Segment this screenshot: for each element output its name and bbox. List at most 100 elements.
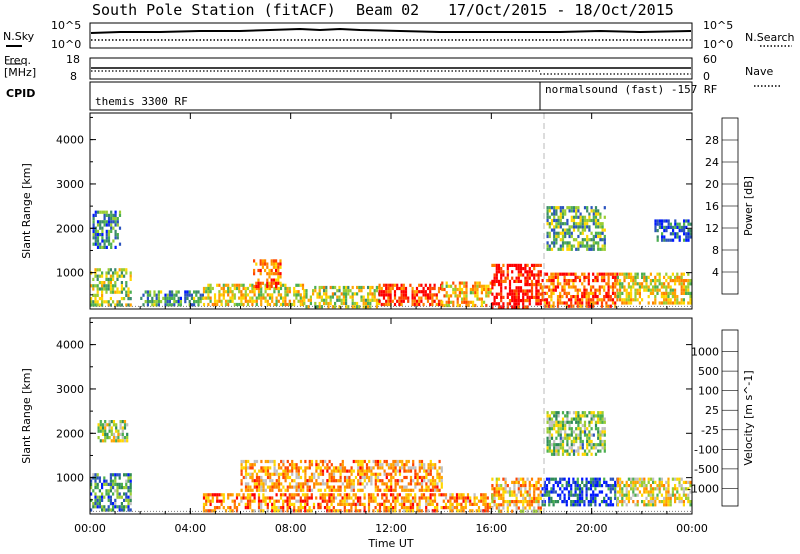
colorbar-label: Velocity [m s^-1] <box>742 370 755 465</box>
data-cell <box>656 285 659 289</box>
data-cell <box>361 475 364 480</box>
data-cell <box>680 298 683 302</box>
data-cell <box>345 509 349 513</box>
data-cell <box>682 490 685 494</box>
data-cell <box>563 288 566 292</box>
data-cell <box>363 472 366 476</box>
data-cell <box>270 262 273 266</box>
data-cell <box>349 295 352 299</box>
data-cell <box>123 473 126 477</box>
data-cell <box>96 287 99 291</box>
data-cell <box>603 238 606 242</box>
data-cell <box>627 285 630 289</box>
data-cell <box>559 247 562 251</box>
data-cell <box>249 475 252 480</box>
data-cell <box>577 244 580 248</box>
data-cell <box>385 488 388 492</box>
data-cell <box>572 500 575 504</box>
data-cell <box>649 279 652 283</box>
data-cell <box>579 218 582 223</box>
data-cell <box>572 436 576 440</box>
data-cell <box>667 301 670 305</box>
data-cell <box>94 268 97 272</box>
data-cell <box>396 459 399 464</box>
data-cell <box>528 506 531 510</box>
data-cell <box>403 509 406 513</box>
data-cell <box>543 272 546 276</box>
data-cell <box>559 446 562 450</box>
data-cell <box>370 499 373 503</box>
data-cell <box>229 296 232 300</box>
data-cell <box>356 301 359 306</box>
data-cell <box>396 499 399 503</box>
data-cell <box>530 500 534 504</box>
data-cell <box>495 480 498 484</box>
data-cell <box>96 495 99 499</box>
data-cell <box>660 493 663 497</box>
data-cell <box>396 493 399 497</box>
data-cell <box>583 427 587 431</box>
data-cell <box>643 272 646 276</box>
data-cell <box>589 285 593 289</box>
data-cell <box>266 506 269 510</box>
data-cell <box>632 285 635 289</box>
data-cell <box>601 420 604 424</box>
data-cell <box>463 300 466 304</box>
data-cell <box>242 286 245 291</box>
data-cell <box>611 477 615 481</box>
data-cell <box>623 493 626 497</box>
data-cell <box>680 272 683 276</box>
data-cell <box>592 291 595 295</box>
data-cell <box>519 273 523 277</box>
data-cell <box>414 482 417 486</box>
data-cell <box>327 305 330 309</box>
data-cell <box>280 488 283 492</box>
data-cell <box>365 482 369 486</box>
data-cell <box>270 281 273 285</box>
data-cell <box>480 496 483 500</box>
data-cell <box>546 244 549 248</box>
data-cell <box>607 298 610 302</box>
data-cell <box>297 493 300 497</box>
data-cell <box>125 303 128 307</box>
data-cell <box>350 496 353 500</box>
data-cell <box>519 487 523 491</box>
data-cell <box>455 506 459 510</box>
data-cell <box>526 279 529 283</box>
data-cell <box>218 283 221 287</box>
data-cell <box>502 503 505 507</box>
data-cell <box>603 234 606 239</box>
data-cell <box>554 288 557 292</box>
data-cell <box>565 500 568 504</box>
data-cell <box>107 229 111 233</box>
data-cell <box>550 298 553 302</box>
colorbar-tick-label: 4 <box>712 266 719 279</box>
data-cell <box>678 500 681 504</box>
data-cell <box>517 289 520 293</box>
data-cell <box>110 229 113 233</box>
data-cell <box>418 283 421 287</box>
data-cell <box>603 275 606 279</box>
data-cell <box>429 296 432 300</box>
data-cell <box>229 493 232 497</box>
data-cell <box>251 299 254 303</box>
data-cell <box>594 222 598 226</box>
data-cell <box>497 493 501 497</box>
data-cell <box>570 500 573 504</box>
data-cell <box>272 272 275 276</box>
data-cell <box>282 472 285 476</box>
data-cell <box>337 485 340 489</box>
data-cell <box>392 493 395 497</box>
data-cell <box>403 469 406 473</box>
data-cell <box>295 499 298 503</box>
data-cell <box>548 244 551 248</box>
data-cell <box>552 477 555 481</box>
data-cell <box>559 272 562 276</box>
data-cell <box>619 493 622 497</box>
data-cell <box>515 503 518 507</box>
data-cell <box>632 275 635 279</box>
data-cell <box>599 212 602 216</box>
data-cell <box>277 293 280 297</box>
data-cell <box>387 506 390 510</box>
data-cell <box>315 496 318 500</box>
